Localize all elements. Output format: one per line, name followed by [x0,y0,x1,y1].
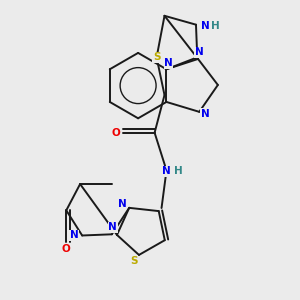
Text: N: N [109,222,117,233]
Text: N: N [162,166,171,176]
Text: N: N [195,47,204,57]
Text: N: N [201,109,210,119]
Text: S: S [130,256,138,266]
Text: N: N [164,58,173,68]
Text: H: H [212,21,220,31]
Text: O: O [62,244,71,254]
Text: N: N [70,230,79,241]
Text: H: H [174,166,183,176]
Text: O: O [112,128,120,138]
Text: N: N [118,199,127,209]
Text: S: S [153,52,160,62]
Text: N: N [200,21,209,31]
